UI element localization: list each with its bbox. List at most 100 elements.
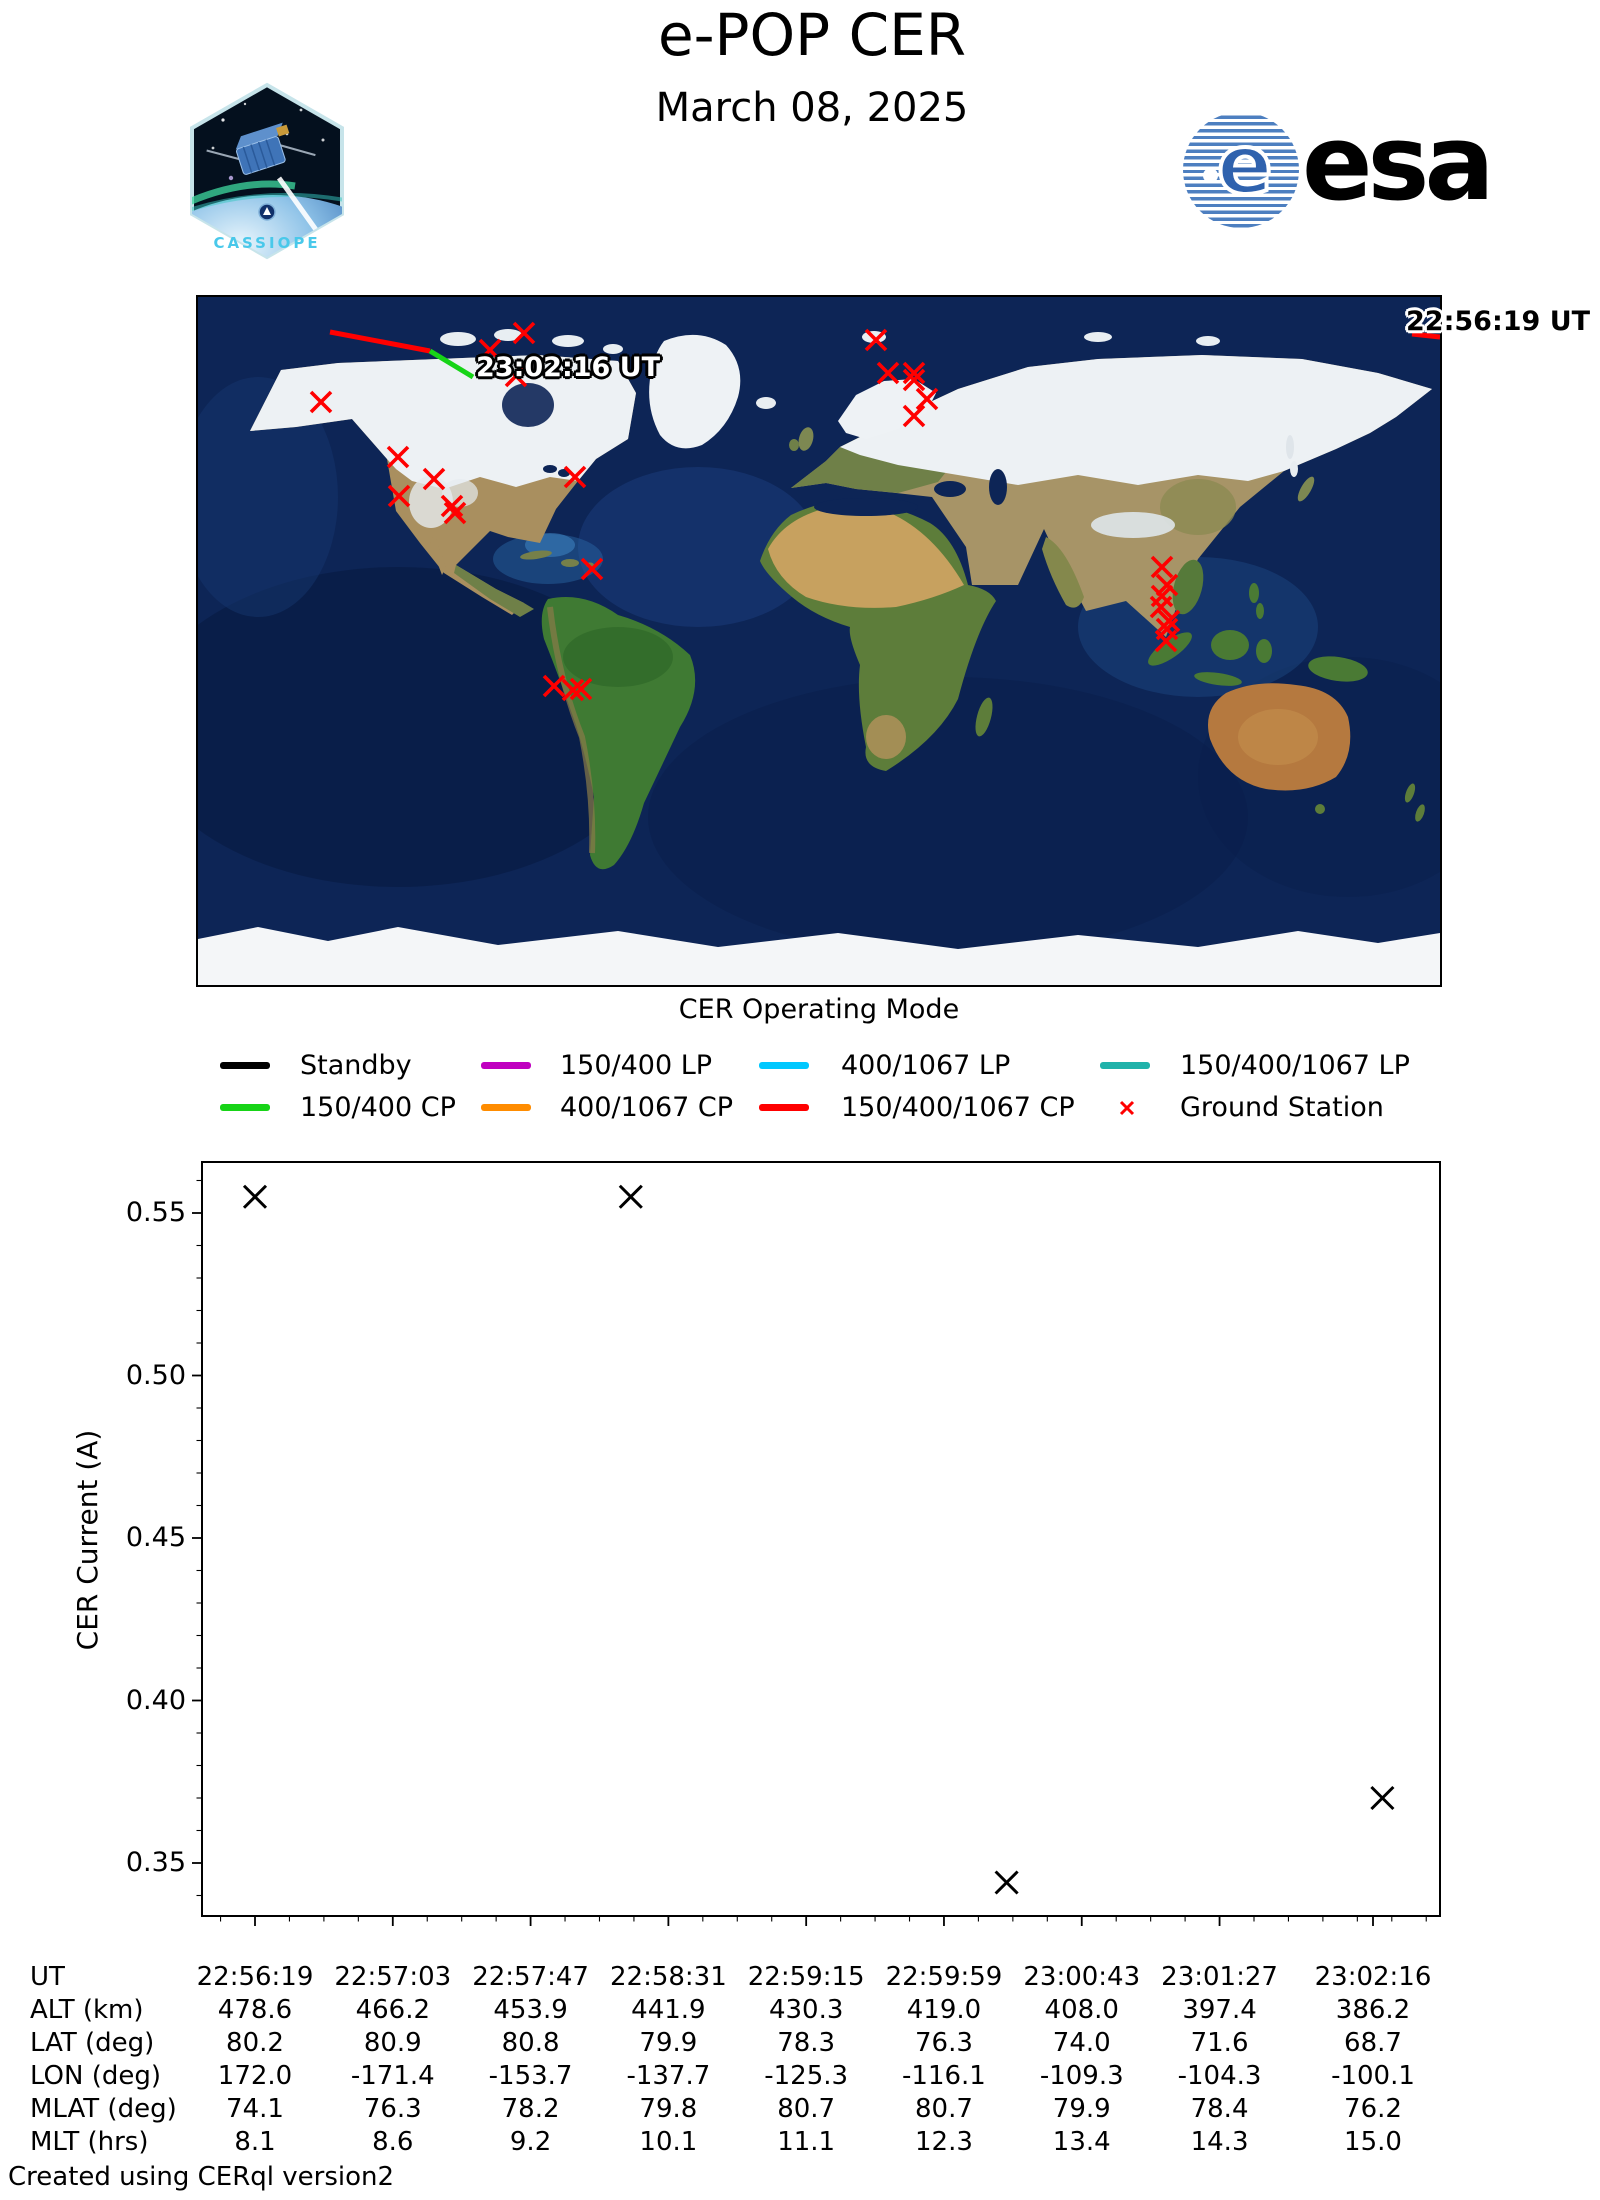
table-cell: 172.0 [217,2061,293,2091]
table-row-label: ALT (km) [30,1995,144,2025]
satellite-ground-track [329,329,1441,380]
table-cell: 478.6 [217,1995,293,2025]
legend-ground-station-x-icon [1116,1097,1138,1123]
legend-line-swatch [759,1104,809,1111]
table-cell: 79.9 [639,2028,698,2058]
world-map [138,295,1498,987]
ground-station-x-icon [443,501,467,525]
world-map-svg [138,297,1498,985]
table-cell: 9.2 [509,2127,552,2157]
table-row-label: UT [30,1962,65,1992]
table-cell: 8.6 [372,2127,414,2157]
scatter-point-x-marker [994,1870,1019,1895]
table-cell: 80.7 [915,2094,973,2124]
legend-item-label: Standby [300,1050,412,1081]
table-row-label: LON (deg) [30,2061,162,2091]
table-cell: 408.0 [1044,1995,1119,2025]
ground-station-x-icon [915,387,939,411]
table-cell: 8.1 [234,2127,276,2157]
legend-title: CER Operating Mode [678,994,960,1025]
legend-line-swatch [1100,1062,1150,1069]
ground-station-x-icon [1157,609,1181,633]
table-cell: 80.8 [501,2028,560,2058]
ground-station-x-icon [563,465,587,489]
ground-station-x-icon [569,677,593,701]
track-segment [428,348,475,380]
scatter-point-x-marker [618,1184,643,1209]
table-cell: 80.7 [777,2094,836,2124]
legend-item-label: 150/400 LP [560,1050,713,1081]
table-cell: 79.9 [1052,2094,1111,2124]
badge-beam [276,176,322,236]
legend-item-label: 150/400 CP [300,1092,456,1123]
continent-antarctica [198,927,1440,985]
y-tick-label: 0.55 [125,1197,186,1228]
y-tick-label: 0.40 [125,1684,186,1716]
ground-station-x-icon [1154,629,1178,653]
track-segment [1411,331,1441,340]
esa-globe-dot [1203,168,1218,183]
y-tick-label: 0.35 [125,1847,186,1878]
legend-line-swatch [220,1062,270,1069]
y-tick-label: 0.45 [125,1522,186,1553]
ground-station-x-icon [504,364,528,388]
table-cell: -125.3 [764,2061,849,2091]
table-cell: 68.7 [1344,2028,1402,2058]
ground-station-x-icon [902,404,926,428]
ground-station-x-icon [1155,573,1179,597]
table-cell: -137.7 [626,2061,711,2091]
continent-greenland [649,334,741,449]
ground-station-markers [309,321,1181,702]
map-start-time-label: 22:56:19 UT [1406,306,1591,337]
cassiope-mission-badge: CASSIOPE [183,82,351,260]
table-cell: 79.8 [639,2094,698,2124]
table-cell: 441.9 [631,1995,706,2025]
page-date: March 08, 2025 [655,85,969,131]
ground-station-x-icon [512,321,536,345]
legend-item-label: Ground Station [1180,1092,1384,1123]
x-tick-label: 22:56:19 [196,1962,314,1992]
scatter-point-x-marker [1370,1785,1395,1811]
table-cell: 397.4 [1182,1995,1257,2025]
table-cell: 74.0 [1052,2028,1111,2058]
header-titles: e-POP CER March 08, 2025 [0,0,1600,132]
legend-item-label: 400/1067 CP [560,1092,734,1123]
ground-station-x-icon [580,557,604,581]
track-segment [329,329,431,354]
ground-station-x-icon [386,445,410,469]
table-cell: 430.3 [768,1995,844,2025]
x-tick-label: 22:58:31 [609,1962,727,1992]
table-cell: 80.2 [226,2028,284,2058]
x-tick-label: 23:00:43 [1023,1962,1141,1992]
table-cell: -109.3 [1039,2061,1124,2091]
cer-current-plot [192,1161,1441,1926]
x-tick-label: 22:59:15 [747,1962,865,1992]
badge-satellite [206,122,316,175]
ground-station-x-icon [902,361,926,385]
legend-line-swatch [481,1062,531,1069]
ground-station-x-icon [876,361,900,385]
table-cell: 78.4 [1190,2094,1249,2124]
table-cell: 15.0 [1344,2127,1402,2157]
table-cell: 14.3 [1190,2127,1249,2157]
table-cell: 453.9 [493,1995,568,2025]
table-cell: 12.3 [915,2127,973,2157]
footer-credit: Created using CERql version2 [8,2162,395,2192]
map-end-time-label: 23:02:16 UT [476,352,661,383]
cassiope-wordmark: CASSIOPE [213,234,320,252]
legend-item-label: 150/400/1067 LP [1180,1050,1410,1081]
ground-station-x-icon [478,338,502,362]
legend-line-swatch [759,1062,809,1069]
table-cell: 76.3 [915,2028,973,2058]
esa-globe-letter: e [1215,116,1275,215]
x-tick-label: 22:57:47 [472,1962,589,1992]
table-row-label: LAT (deg) [30,2028,155,2058]
table-row-label: MLT (hrs) [30,2127,149,2157]
ground-station-x-icon [561,678,585,702]
y-tick-label: 0.50 [125,1359,186,1391]
table-cell: -104.3 [1177,2061,1262,2091]
table-cell: 466.2 [355,1995,430,2025]
ground-station-x-icon [1150,555,1174,579]
table-cell: 71.6 [1190,2028,1249,2058]
